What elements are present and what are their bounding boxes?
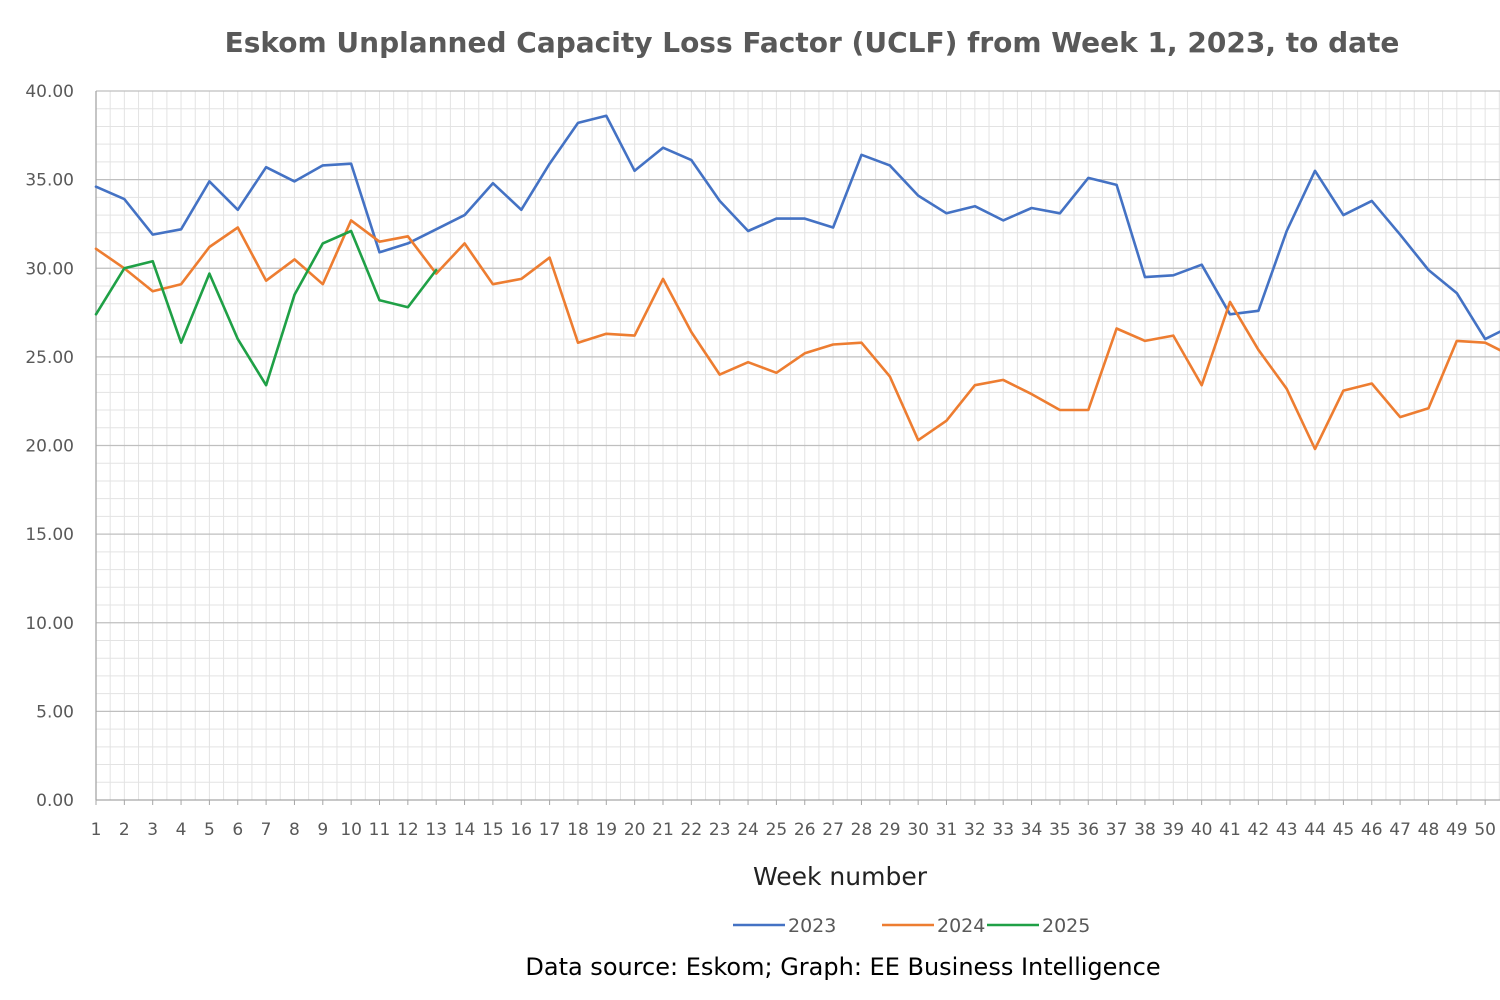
- y-tick-label: 35.00: [25, 171, 74, 191]
- x-tick-label: 35: [1049, 820, 1071, 840]
- x-tick-label: 17: [539, 820, 561, 840]
- x-tick-label: 19: [595, 820, 617, 840]
- x-tick-label: 22: [681, 820, 703, 840]
- x-tick-label: 31: [936, 820, 958, 840]
- legend-label-2025: 2025: [1042, 915, 1090, 937]
- x-tick-label: 41: [1219, 820, 1241, 840]
- x-tick-label: 30: [907, 820, 929, 840]
- x-tick-label: 9: [317, 820, 328, 840]
- x-tick-label: 38: [1134, 820, 1156, 840]
- x-axis-ticks: 1 2 3 4 5 6 7 8 9 10 11 12 13 14 15 16 17 18 19 20 21 22 23 24 2…: [91, 800, 1496, 840]
- y-axis-ticks: 0.00 5.00 10.00 15.00 20.00 25.00 30.00 35.00 40…: [25, 82, 74, 811]
- x-tick-label: 34: [1021, 820, 1043, 840]
- x-tick-label: 29: [879, 820, 901, 840]
- x-tick-label: 21: [652, 820, 674, 840]
- x-tick-label: 2: [119, 820, 130, 840]
- x-tick-label: 15: [482, 820, 504, 840]
- x-tick-label: 46: [1361, 820, 1383, 840]
- y-tick-label: 20.00: [25, 437, 74, 457]
- x-tick-label: 43: [1276, 820, 1298, 840]
- grid: [96, 90, 1500, 800]
- x-tick-label: 16: [510, 820, 532, 840]
- x-tick-label: 28: [851, 820, 873, 840]
- x-tick-label: 13: [425, 820, 447, 840]
- x-tick-label: 49: [1446, 820, 1468, 840]
- x-tick-label: 25: [766, 820, 788, 840]
- x-tick-label: 10: [340, 820, 362, 840]
- y-tick-label: 40.00: [25, 82, 74, 102]
- x-tick-label: 5: [204, 820, 215, 840]
- plot-area: [94, 114, 1500, 451]
- x-tick-label: 18: [567, 820, 589, 840]
- x-tick-label: 12: [397, 820, 419, 840]
- series-line-2025: [94, 229, 438, 387]
- y-tick-label: 10.00: [25, 614, 74, 634]
- x-tick-label: 48: [1418, 820, 1440, 840]
- series-line-2024: [94, 219, 1500, 451]
- x-tick-label: 37: [1106, 820, 1128, 840]
- y-tick-label: 30.00: [25, 259, 74, 279]
- x-tick-label: 42: [1248, 820, 1270, 840]
- x-tick-label: 6: [232, 820, 243, 840]
- source-note: Data source: Eskom; Graph: EE Business I…: [525, 953, 1160, 981]
- x-tick-label: 40: [1191, 820, 1213, 840]
- x-tick-label: 50: [1474, 820, 1496, 840]
- legend-label-2024: 2024: [937, 915, 985, 937]
- x-tick-label: 14: [454, 820, 476, 840]
- x-tick-label: 11: [369, 820, 391, 840]
- x-tick-label: 7: [261, 820, 272, 840]
- x-axis-title: Week number: [753, 862, 928, 891]
- x-tick-label: 1: [91, 820, 102, 840]
- x-tick-label: 44: [1304, 820, 1326, 840]
- x-tick-label: 32: [964, 820, 986, 840]
- x-tick-label: 4: [176, 820, 187, 840]
- axes: [95, 91, 1500, 801]
- y-tick-label: 25.00: [25, 348, 74, 368]
- chart-title: Eskom Unplanned Capacity Loss Factor (UC…: [225, 26, 1400, 59]
- x-tick-label: 45: [1333, 820, 1355, 840]
- x-tick-label: 24: [737, 820, 759, 840]
- x-tick-label: 20: [624, 820, 646, 840]
- x-tick-label: 26: [794, 820, 816, 840]
- legend-label-2023: 2023: [788, 915, 836, 937]
- x-tick-label: 3: [147, 820, 158, 840]
- y-tick-label: 0.00: [36, 791, 74, 811]
- y-tick-label: 15.00: [25, 525, 74, 545]
- x-tick-label: 23: [709, 820, 731, 840]
- x-tick-label: 27: [822, 820, 844, 840]
- legend: 2023 2024 2025: [733, 915, 1090, 937]
- x-tick-label: 47: [1389, 820, 1411, 840]
- series-line-2023: [94, 114, 1500, 341]
- x-tick-label: 33: [992, 820, 1014, 840]
- y-tick-label: 5.00: [36, 702, 74, 722]
- x-tick-label: 36: [1077, 820, 1099, 840]
- x-tick-label: 39: [1162, 820, 1184, 840]
- x-tick-label: 8: [289, 820, 300, 840]
